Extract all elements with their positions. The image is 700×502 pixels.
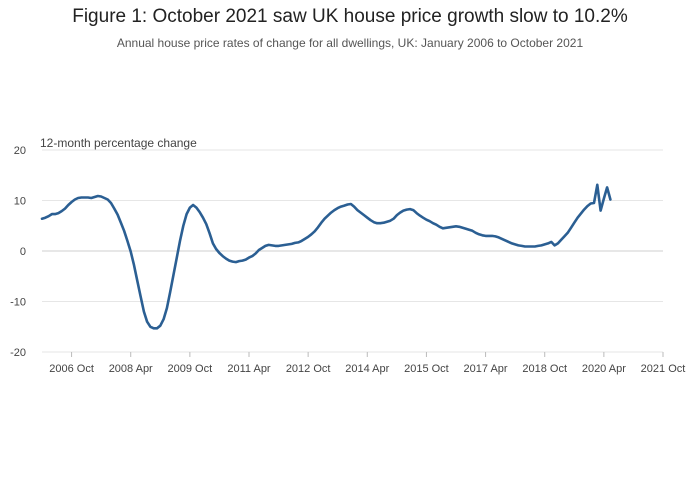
x-tick-label: 2009 Oct <box>168 363 213 375</box>
x-tick-label: 2017 Apr <box>464 363 508 375</box>
y-tick-label: 0 <box>20 246 26 258</box>
y-tick-label: -20 <box>10 347 26 359</box>
x-tick-label: 2006 Oct <box>49 363 94 375</box>
x-tick-label: 2008 Apr <box>109 363 153 375</box>
x-tick-label: 2020 Apr <box>582 363 626 375</box>
x-axis-ticks: 2006 Oct 2008 Apr 2009 Oct 2011 Apr 2012 Oct… <box>49 352 685 375</box>
series-group <box>40 183 612 330</box>
gridlines <box>42 149 663 353</box>
series-line-0 <box>40 183 612 330</box>
chart-title: Figure 1: October 2021 saw UK house pric… <box>72 6 628 27</box>
x-tick-label: 2014 Apr <box>345 363 389 375</box>
y-axis-label: 12-month percentage change <box>40 136 197 150</box>
y-tick-label: 10 <box>14 196 26 208</box>
x-tick-label: 2021 Oct <box>641 363 686 375</box>
x-tick-label: 2015 Oct <box>404 363 449 375</box>
x-tick-label: 2011 Apr <box>227 363 271 375</box>
y-axis-ticks: 20 10 0 -10 -20 <box>10 145 26 359</box>
chart-subtitle: Annual house price rates of change for a… <box>116 36 584 50</box>
y-tick-label: -10 <box>10 297 26 309</box>
y-tick-label: 20 <box>14 145 26 157</box>
x-tick-label: 2018 Oct <box>522 363 567 375</box>
x-tick-label: 2012 Oct <box>286 363 331 375</box>
